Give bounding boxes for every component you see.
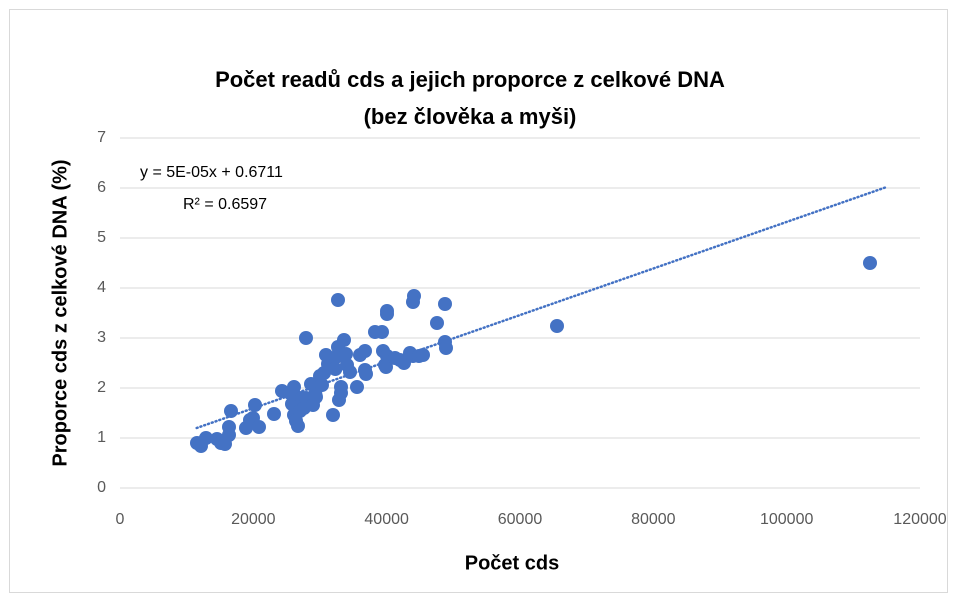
point — [350, 380, 364, 394]
y-tick-label: 1 — [97, 429, 106, 446]
chart-border — [9, 9, 948, 593]
y-tick-label: 7 — [97, 129, 106, 146]
x-tick-label: 0 — [116, 511, 125, 528]
point — [337, 333, 351, 347]
point — [331, 293, 345, 307]
r-squared: R² = 0.6597 — [183, 196, 267, 213]
x-tick-label: 100000 — [760, 511, 813, 528]
point — [863, 256, 877, 270]
y-tick-label: 2 — [97, 379, 106, 396]
x-tick-label: 60000 — [498, 511, 543, 528]
point — [222, 420, 236, 434]
x-tick-label: 120000 — [893, 511, 946, 528]
point — [359, 367, 373, 381]
x-axis-title: Počet cds — [465, 552, 559, 574]
point — [375, 325, 389, 339]
y-tick-label: 6 — [97, 179, 106, 196]
point — [287, 380, 301, 394]
point — [430, 316, 444, 330]
point — [334, 386, 348, 400]
point — [406, 295, 420, 309]
point — [416, 348, 430, 362]
trendline-equation: y = 5E-05x + 0.6711 — [140, 164, 283, 181]
point — [326, 408, 340, 422]
point — [550, 319, 564, 333]
point — [439, 341, 453, 355]
point — [315, 378, 329, 392]
chart-title: (bez člověka a myši) — [364, 104, 577, 129]
point — [267, 407, 281, 421]
point — [339, 347, 353, 361]
point — [343, 365, 357, 379]
point — [379, 360, 393, 374]
point — [438, 297, 452, 311]
x-tick-label: 20000 — [231, 511, 276, 528]
point — [224, 404, 238, 418]
point — [358, 344, 372, 358]
x-tick-label: 80000 — [631, 511, 676, 528]
y-tick-label: 5 — [97, 229, 106, 246]
point — [291, 419, 305, 433]
point — [252, 420, 266, 434]
point — [299, 331, 313, 345]
point — [248, 398, 262, 412]
y-tick-label: 4 — [97, 279, 106, 296]
y-axis-title: Proporce cds z celkové DNA (%) — [49, 159, 71, 466]
chart-title: Počet readů cds a jejich proporce z celk… — [215, 67, 725, 92]
point — [380, 307, 394, 321]
point — [328, 362, 343, 376]
point — [199, 431, 213, 445]
x-tick-label: 40000 — [364, 511, 409, 528]
point — [309, 390, 323, 404]
y-tick-label: 0 — [97, 479, 106, 496]
y-tick-label: 3 — [97, 329, 106, 346]
